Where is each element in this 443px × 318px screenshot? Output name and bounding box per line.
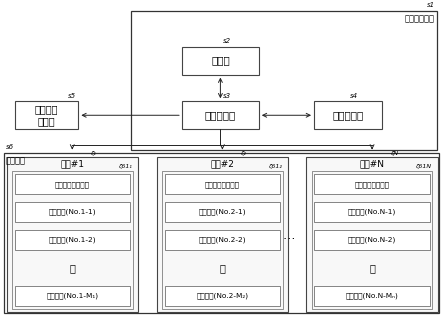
Text: s2: s2 (222, 38, 231, 44)
Text: s4: s4 (350, 93, 358, 99)
Text: s6: s6 (6, 144, 14, 150)
Text: 数据处理部: 数据处理部 (205, 110, 236, 120)
Text: 装置信息收集装置: 装置信息收集装置 (205, 181, 240, 188)
Bar (4, 153, 439, 314)
Bar (131, 11, 437, 149)
Text: 生产装置(No.1-M₁): 生产装置(No.1-M₁) (46, 292, 98, 299)
Bar (15, 202, 130, 222)
Text: ：: ： (369, 263, 375, 273)
Bar (165, 286, 280, 306)
Bar (157, 157, 288, 312)
Text: 装置信息收集装置: 装置信息收集装置 (55, 181, 90, 188)
Text: 生产工序: 生产工序 (6, 156, 26, 165)
Bar (312, 170, 432, 309)
Text: 工序#1: 工序#1 (60, 160, 84, 169)
Bar (182, 101, 259, 129)
Text: s5: s5 (68, 93, 76, 99)
Bar (162, 170, 283, 309)
Text: 生产装置(No.1-1): 生产装置(No.1-1) (48, 209, 96, 216)
Text: 生产装置(No.N-1): 生产装置(No.N-1) (348, 209, 396, 216)
Bar (315, 174, 430, 194)
Text: 数据保存部: 数据保存部 (332, 110, 364, 120)
Text: 生产装置(No.2-M₂): 生产装置(No.2-M₂) (196, 292, 249, 299)
Bar (182, 47, 259, 75)
Bar (314, 101, 382, 129)
Text: 工序管理装置: 工序管理装置 (405, 14, 435, 24)
Text: ζ61N: ζ61N (416, 164, 431, 169)
Text: …: … (282, 229, 295, 242)
Bar (165, 174, 280, 194)
Bar (12, 170, 132, 309)
Text: 生产装置(No.N-2): 生产装置(No.N-2) (348, 237, 396, 243)
Bar (315, 202, 430, 222)
Text: 生产装置(No.N-Mₙ): 生产装置(No.N-Mₙ) (346, 292, 399, 299)
Bar (7, 157, 138, 312)
Text: 工序#2: 工序#2 (210, 160, 234, 169)
Text: 显示部: 显示部 (211, 56, 230, 66)
Text: ζ₂: ζ₂ (240, 150, 246, 156)
Bar (165, 230, 280, 250)
Text: ζN: ζN (390, 150, 398, 156)
Bar (315, 286, 430, 306)
Text: s3: s3 (222, 93, 231, 99)
Bar (307, 157, 438, 312)
Text: 生产装置(No.2-2): 生产装置(No.2-2) (198, 237, 246, 243)
Text: ζ₁: ζ₁ (90, 150, 96, 156)
Bar (15, 286, 130, 306)
Bar (15, 174, 130, 194)
Bar (315, 230, 430, 250)
Text: ：: ： (219, 263, 225, 273)
Text: s1: s1 (427, 2, 435, 8)
Bar (165, 202, 280, 222)
Text: ζ61₂: ζ61₂ (268, 164, 282, 169)
Text: 工序#N: 工序#N (360, 160, 385, 169)
Text: 生产计划
服务器: 生产计划 服务器 (35, 105, 58, 126)
Text: ζ61₁: ζ61₁ (118, 164, 132, 169)
Text: 生产装置(No.2-1): 生产装置(No.2-1) (198, 209, 246, 216)
Text: 装置信息收集装置: 装置信息收集装置 (354, 181, 389, 188)
Bar (15, 101, 78, 129)
Bar (15, 230, 130, 250)
Text: ：: ： (69, 263, 75, 273)
Text: 生产装置(No.1-2): 生产装置(No.1-2) (48, 237, 96, 243)
